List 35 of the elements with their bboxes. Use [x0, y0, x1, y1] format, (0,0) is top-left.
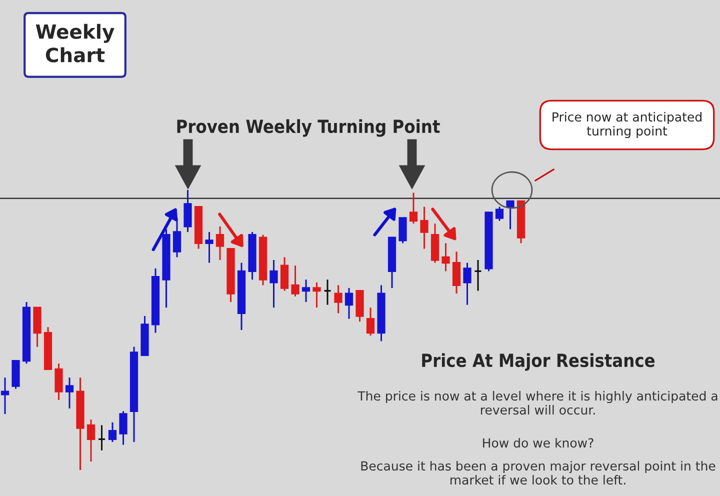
- candlestick: [280, 256, 289, 292]
- candlestick: [65, 376, 74, 410]
- candlestick: [184, 189, 192, 233]
- annotation: How do we know?: [483, 438, 594, 448]
- candlestick: [409, 192, 418, 224]
- annotation: Because it has been a proven major reversal point in the market if we look to the left.: [361, 460, 716, 485]
- candlestick: [0, 376, 10, 415]
- candlestick: [506, 200, 514, 230]
- candlestick: [86, 418, 96, 462]
- candlestick: [344, 287, 354, 320]
- candlestick: [119, 410, 128, 446]
- candlestick: [452, 250, 461, 294]
- candlestick: [108, 422, 117, 443]
- candlestick: [270, 259, 278, 308]
- candlestick: [495, 206, 504, 222]
- candlestick: [420, 206, 428, 250]
- candlestick: [54, 362, 63, 401]
- candlestick: [334, 284, 342, 314]
- chart-title: Weekly Chart: [36, 24, 114, 62]
- candlestick: [398, 217, 407, 244]
- annotation: Price At Major Resistance: [422, 353, 655, 371]
- text: Price now at anticipated turning point: [552, 112, 702, 138]
- candlestick: [216, 226, 224, 261]
- candlestick: [302, 278, 310, 303]
- text: Proven Weekly Turning Point: [177, 119, 440, 137]
- candlestick: [323, 278, 332, 306]
- candlestick: [474, 259, 482, 292]
- candlestick: [463, 262, 472, 306]
- candlestick: [366, 306, 375, 336]
- candlestick: [312, 282, 321, 308]
- candlestick: [442, 242, 450, 272]
- candlestick: [98, 424, 106, 452]
- annotation: The price is now at a level where it is highly anticipated a reversal will occur.: [358, 390, 718, 415]
- candlestick: [205, 231, 214, 264]
- candlestick: [291, 264, 300, 298]
